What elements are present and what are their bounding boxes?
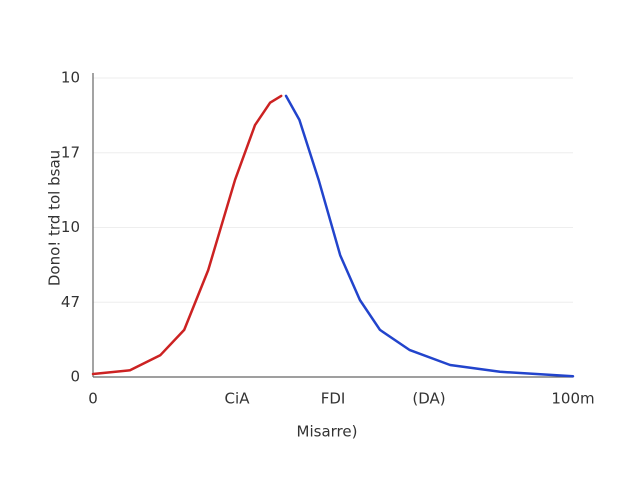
y-tick-label: 17 — [61, 143, 80, 161]
x-tick-label: CiA — [225, 390, 251, 408]
x-tick-label: 0 — [88, 390, 98, 408]
y-tick-label: 0 — [70, 368, 80, 386]
x-axis-label: Misarre) — [297, 423, 358, 441]
y-tick-label: 10 — [61, 218, 80, 236]
x-tick-label: (DA) — [412, 390, 445, 408]
line-series — [91, 94, 283, 376]
line-series — [284, 94, 575, 378]
y-tick-label: 47 — [61, 293, 80, 311]
x-tick-label: FDI — [321, 390, 346, 408]
y-axis-label: Dono! trd tol bsau — [46, 150, 64, 286]
x-tick-label: 100m — [551, 390, 594, 408]
y-tick-label: 10 — [61, 69, 80, 87]
